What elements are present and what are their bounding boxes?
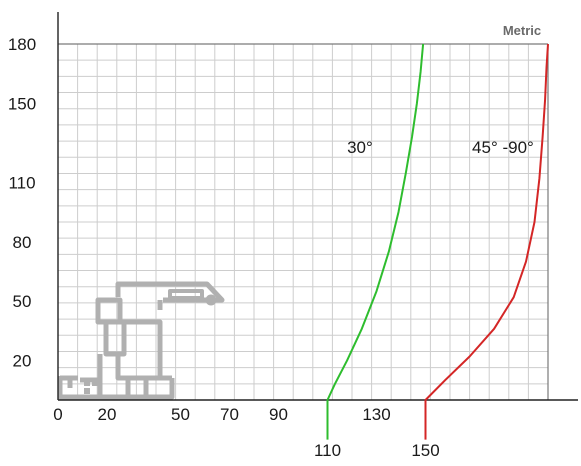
y-tick-label: 20 bbox=[13, 351, 32, 370]
x-tick-label: 150 bbox=[411, 441, 439, 460]
x-tick-label: 90 bbox=[269, 405, 288, 424]
series-layer bbox=[326, 43, 549, 440]
units-badge: Metric bbox=[503, 23, 541, 38]
grid bbox=[57, 43, 549, 401]
y-tick-label: 150 bbox=[8, 94, 36, 113]
series-line-0 bbox=[326, 43, 425, 440]
y-tick-label: 180 bbox=[8, 35, 36, 54]
y-tick-label: 110 bbox=[8, 173, 35, 192]
window-profile-icon bbox=[57, 281, 225, 400]
series-label-0: 30° bbox=[347, 138, 373, 157]
series-line-1 bbox=[424, 43, 549, 440]
y-tick-label: 50 bbox=[13, 292, 32, 311]
axes bbox=[57, 12, 578, 401]
x-tick-label: 70 bbox=[220, 405, 239, 424]
labels: 20 50 80 110 150 180 0 20 50 70 90 110 130 150 30° 45° … bbox=[8, 35, 534, 460]
x-tick-label: 50 bbox=[171, 405, 190, 424]
x-tick-label: 20 bbox=[98, 405, 117, 424]
x-tick-label: 0 bbox=[53, 405, 62, 424]
y-tick-label: 80 bbox=[13, 233, 32, 252]
series-label-1: 45° -90° bbox=[472, 138, 534, 157]
x-tick-label: 110 bbox=[314, 441, 341, 460]
x-tick-label: 130 bbox=[362, 405, 390, 424]
